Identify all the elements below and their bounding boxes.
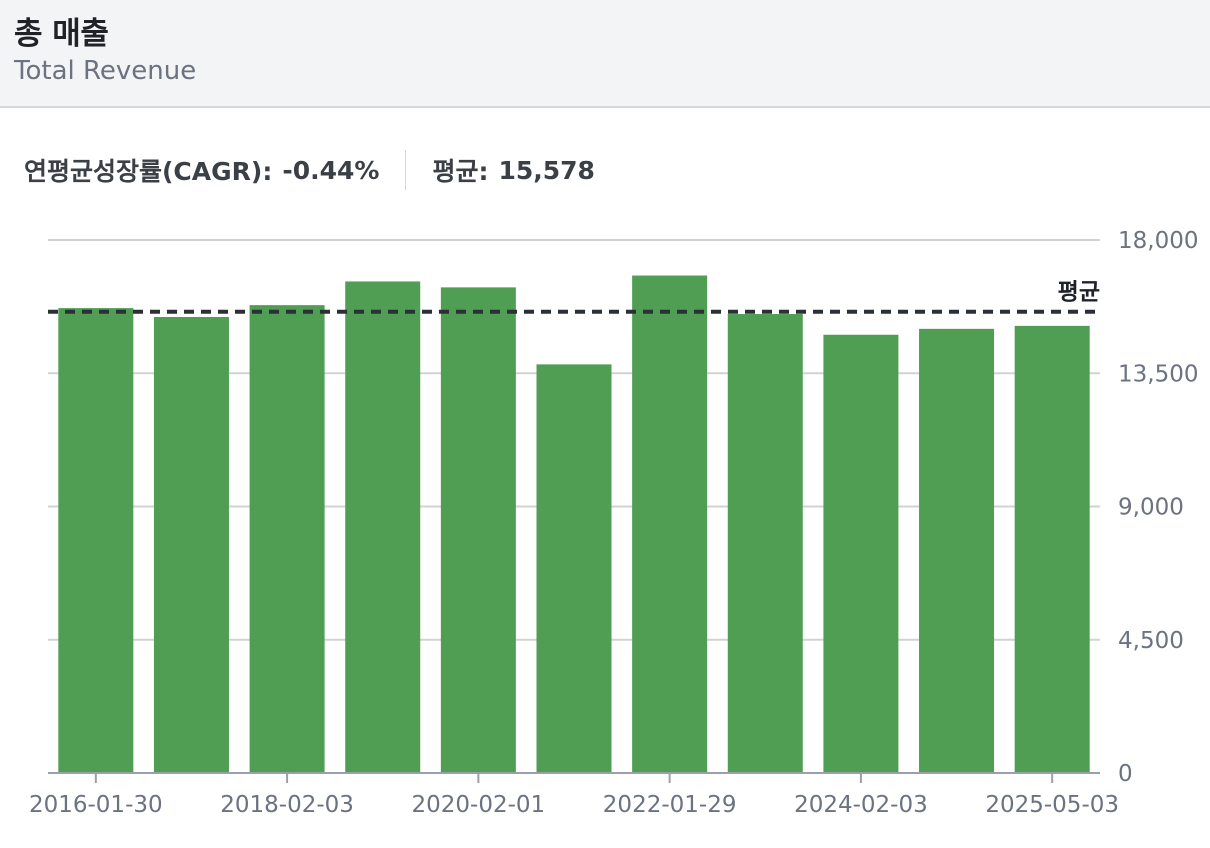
chart-subtitle: Total Revenue — [14, 56, 197, 86]
chart-header: 총 매출 Total Revenue — [0, 0, 1210, 108]
x-tick-label: 2016-01-30 — [29, 792, 163, 818]
bar — [249, 305, 325, 773]
stats-divider — [405, 150, 407, 190]
cagr-value: -0.44% — [282, 155, 380, 185]
y-tick-label: 9,000 — [1118, 495, 1184, 521]
chart-title: 총 매출 — [14, 16, 109, 52]
cagr-label: 연평균성장률(CAGR): — [24, 157, 273, 186]
y-tick-label: 0 — [1118, 761, 1133, 787]
bar — [823, 334, 899, 773]
x-tick-label: 2020-02-01 — [412, 792, 546, 818]
average-label: 평균: — [432, 157, 489, 186]
x-tick-label: 2018-02-03 — [220, 792, 354, 818]
y-tick-label: 13,500 — [1118, 361, 1198, 387]
y-tick-label: 18,000 — [1118, 228, 1198, 254]
x-tick-label: 2022-01-29 — [603, 792, 737, 818]
x-tick-label: 2024-02-03 — [794, 792, 928, 818]
y-tick-label: 4,500 — [1118, 628, 1184, 654]
bar — [632, 275, 708, 773]
bar — [153, 316, 229, 773]
bar — [440, 287, 516, 773]
average-value: 15,578 — [498, 155, 595, 185]
bar — [919, 328, 995, 773]
bar — [58, 308, 134, 773]
bar — [1014, 325, 1090, 773]
average-line-label: 평균 — [1058, 280, 1100, 306]
x-tick-label: 2025-05-03 — [985, 792, 1119, 818]
bar — [727, 314, 803, 773]
bar — [345, 281, 421, 773]
stats-bar: 연평균성장률(CAGR): -0.44% 평균: 15,578 — [24, 150, 595, 190]
bar — [536, 364, 612, 773]
